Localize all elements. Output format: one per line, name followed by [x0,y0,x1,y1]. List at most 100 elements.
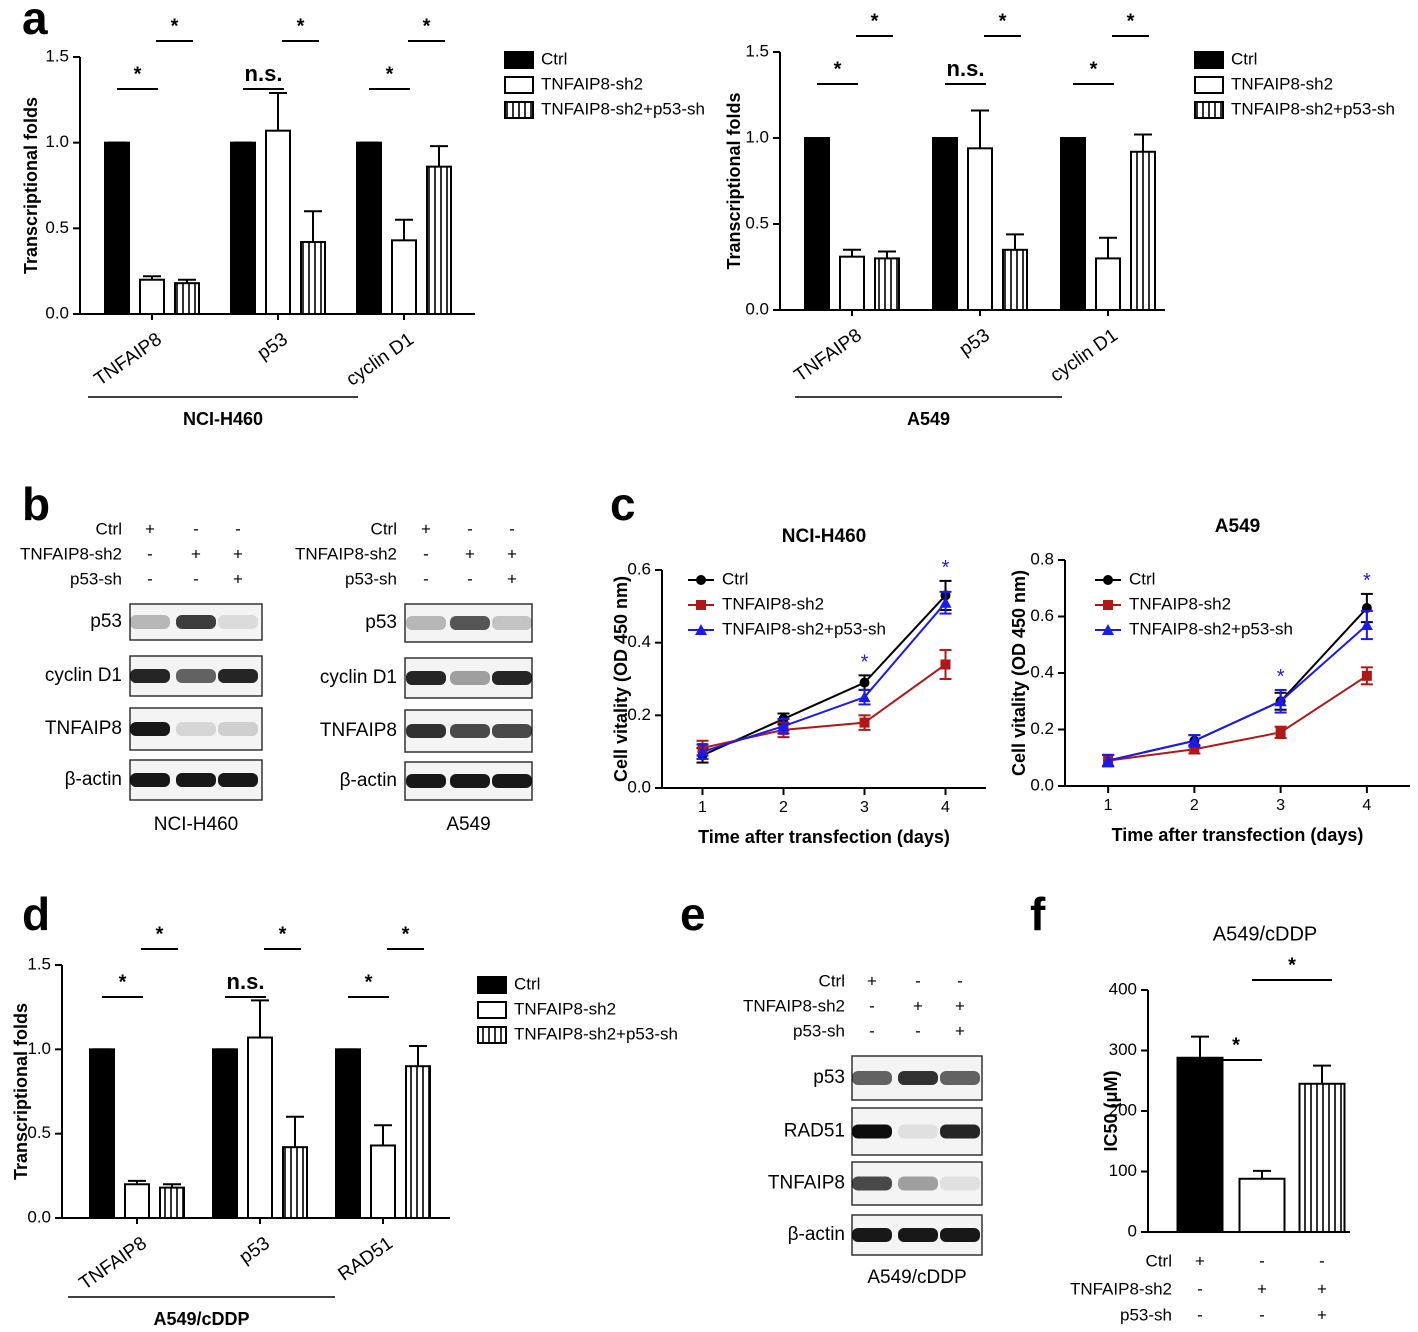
band-label: cyclin D1 [45,665,122,686]
condition-label: TNFAIP8-sh2 [295,544,397,563]
condition-label: p53-sh [793,1021,845,1040]
bar [1095,257,1121,311]
legend-label: Ctrl [541,49,567,68]
significance-label: * [156,923,164,945]
bar [247,1036,273,1219]
band [176,615,216,629]
band [492,774,532,788]
marker [1275,727,1286,738]
bar [265,129,291,315]
band-label: β-actin [65,769,122,790]
legend-swatch [1194,101,1224,119]
significance-label: * [871,10,879,32]
y-tick-label: 0.5 [45,218,69,237]
band [218,615,258,629]
band-label: β-actin [788,1224,845,1245]
y-tick-label: 1.0 [45,132,69,151]
y-tick-label: 200 [1109,1100,1137,1119]
condition-sign: - [147,544,153,563]
band [130,669,170,683]
condition-sign: + [233,569,243,588]
series-line [702,602,947,753]
band-label: p53 [90,611,122,632]
band [130,615,170,629]
band-label: RAD51 [784,1121,845,1142]
band [898,1071,938,1085]
band [406,671,446,685]
band [492,724,532,738]
band [450,724,490,738]
marker [1103,575,1113,585]
condition-sign: + [507,569,517,588]
condition-sign: + [1317,1279,1327,1298]
y-tick-label: 1.5 [745,41,769,60]
condition-sign: - [915,971,921,990]
bar [932,137,958,311]
condition-sign: - [915,1021,921,1040]
legend-swatch [504,101,534,119]
condition-sign: + [421,519,431,538]
significance-label: * [279,923,287,945]
legend-label: TNFAIP8-sh2 [541,74,643,93]
condition-sign: + [507,544,517,563]
band [852,1228,892,1242]
x-tick-label: 2 [779,799,788,816]
group-label: NCI-H460 [183,409,263,429]
marker [940,659,951,670]
condition-sign: - [1319,1251,1325,1270]
band [940,1071,980,1085]
bar [426,165,452,315]
band [940,1124,980,1139]
condition-sign: - [193,569,199,588]
bar [104,141,130,315]
marker [1102,754,1115,766]
condition-sign: - [467,569,473,588]
condition-sign: + [1317,1305,1327,1324]
band [218,722,258,736]
condition-sign: - [1259,1305,1265,1324]
marker [1188,734,1201,746]
bar [1130,150,1156,311]
marker [859,717,870,728]
series-line [702,594,947,757]
bar [230,141,256,315]
condition-sign: + [191,544,201,563]
bar [282,1146,308,1220]
condition-sign: + [1195,1251,1205,1270]
y-axis-label: IC50 (μM) [1101,1070,1121,1151]
condition-label: p53-sh [70,569,122,588]
bar [335,1048,361,1220]
cell-line-label: A549/cDDP [867,1267,966,1288]
condition-label: TNFAIP8-sh2 [20,544,122,563]
band [450,616,490,630]
condition-label: TNFAIP8-sh2 [1070,1279,1172,1298]
x-tick-label: 1 [698,799,707,816]
legend-label: Ctrl [514,974,540,993]
marker [696,600,706,610]
band [940,1176,980,1191]
band [218,669,258,683]
y-tick-label: 300 [1109,1040,1137,1059]
band [492,671,532,685]
x-tick-label: cyclin D1 [343,329,418,390]
significance-label: * [834,58,842,80]
bar [839,255,865,311]
series-line [1107,624,1368,762]
significance-label: * [1127,10,1135,32]
y-tick-label: 0.0 [627,777,651,796]
group-label: A549 [907,409,950,429]
y-axis-label: Transcriptional folds [11,1003,31,1180]
legend-label: Ctrl [1231,49,1257,68]
band [406,616,446,630]
panel-label: d [22,888,50,940]
significance-label: * [1363,570,1371,592]
legend-label: TNFAIP8-sh2 [1231,74,1333,93]
y-tick-label: 1.5 [45,46,69,65]
series-line [1108,674,1368,762]
y-tick-label: 400 [1109,979,1137,998]
x-tick-label: cyclin D1 [1047,325,1122,386]
marker [858,691,871,703]
significance-label: * [402,923,410,945]
